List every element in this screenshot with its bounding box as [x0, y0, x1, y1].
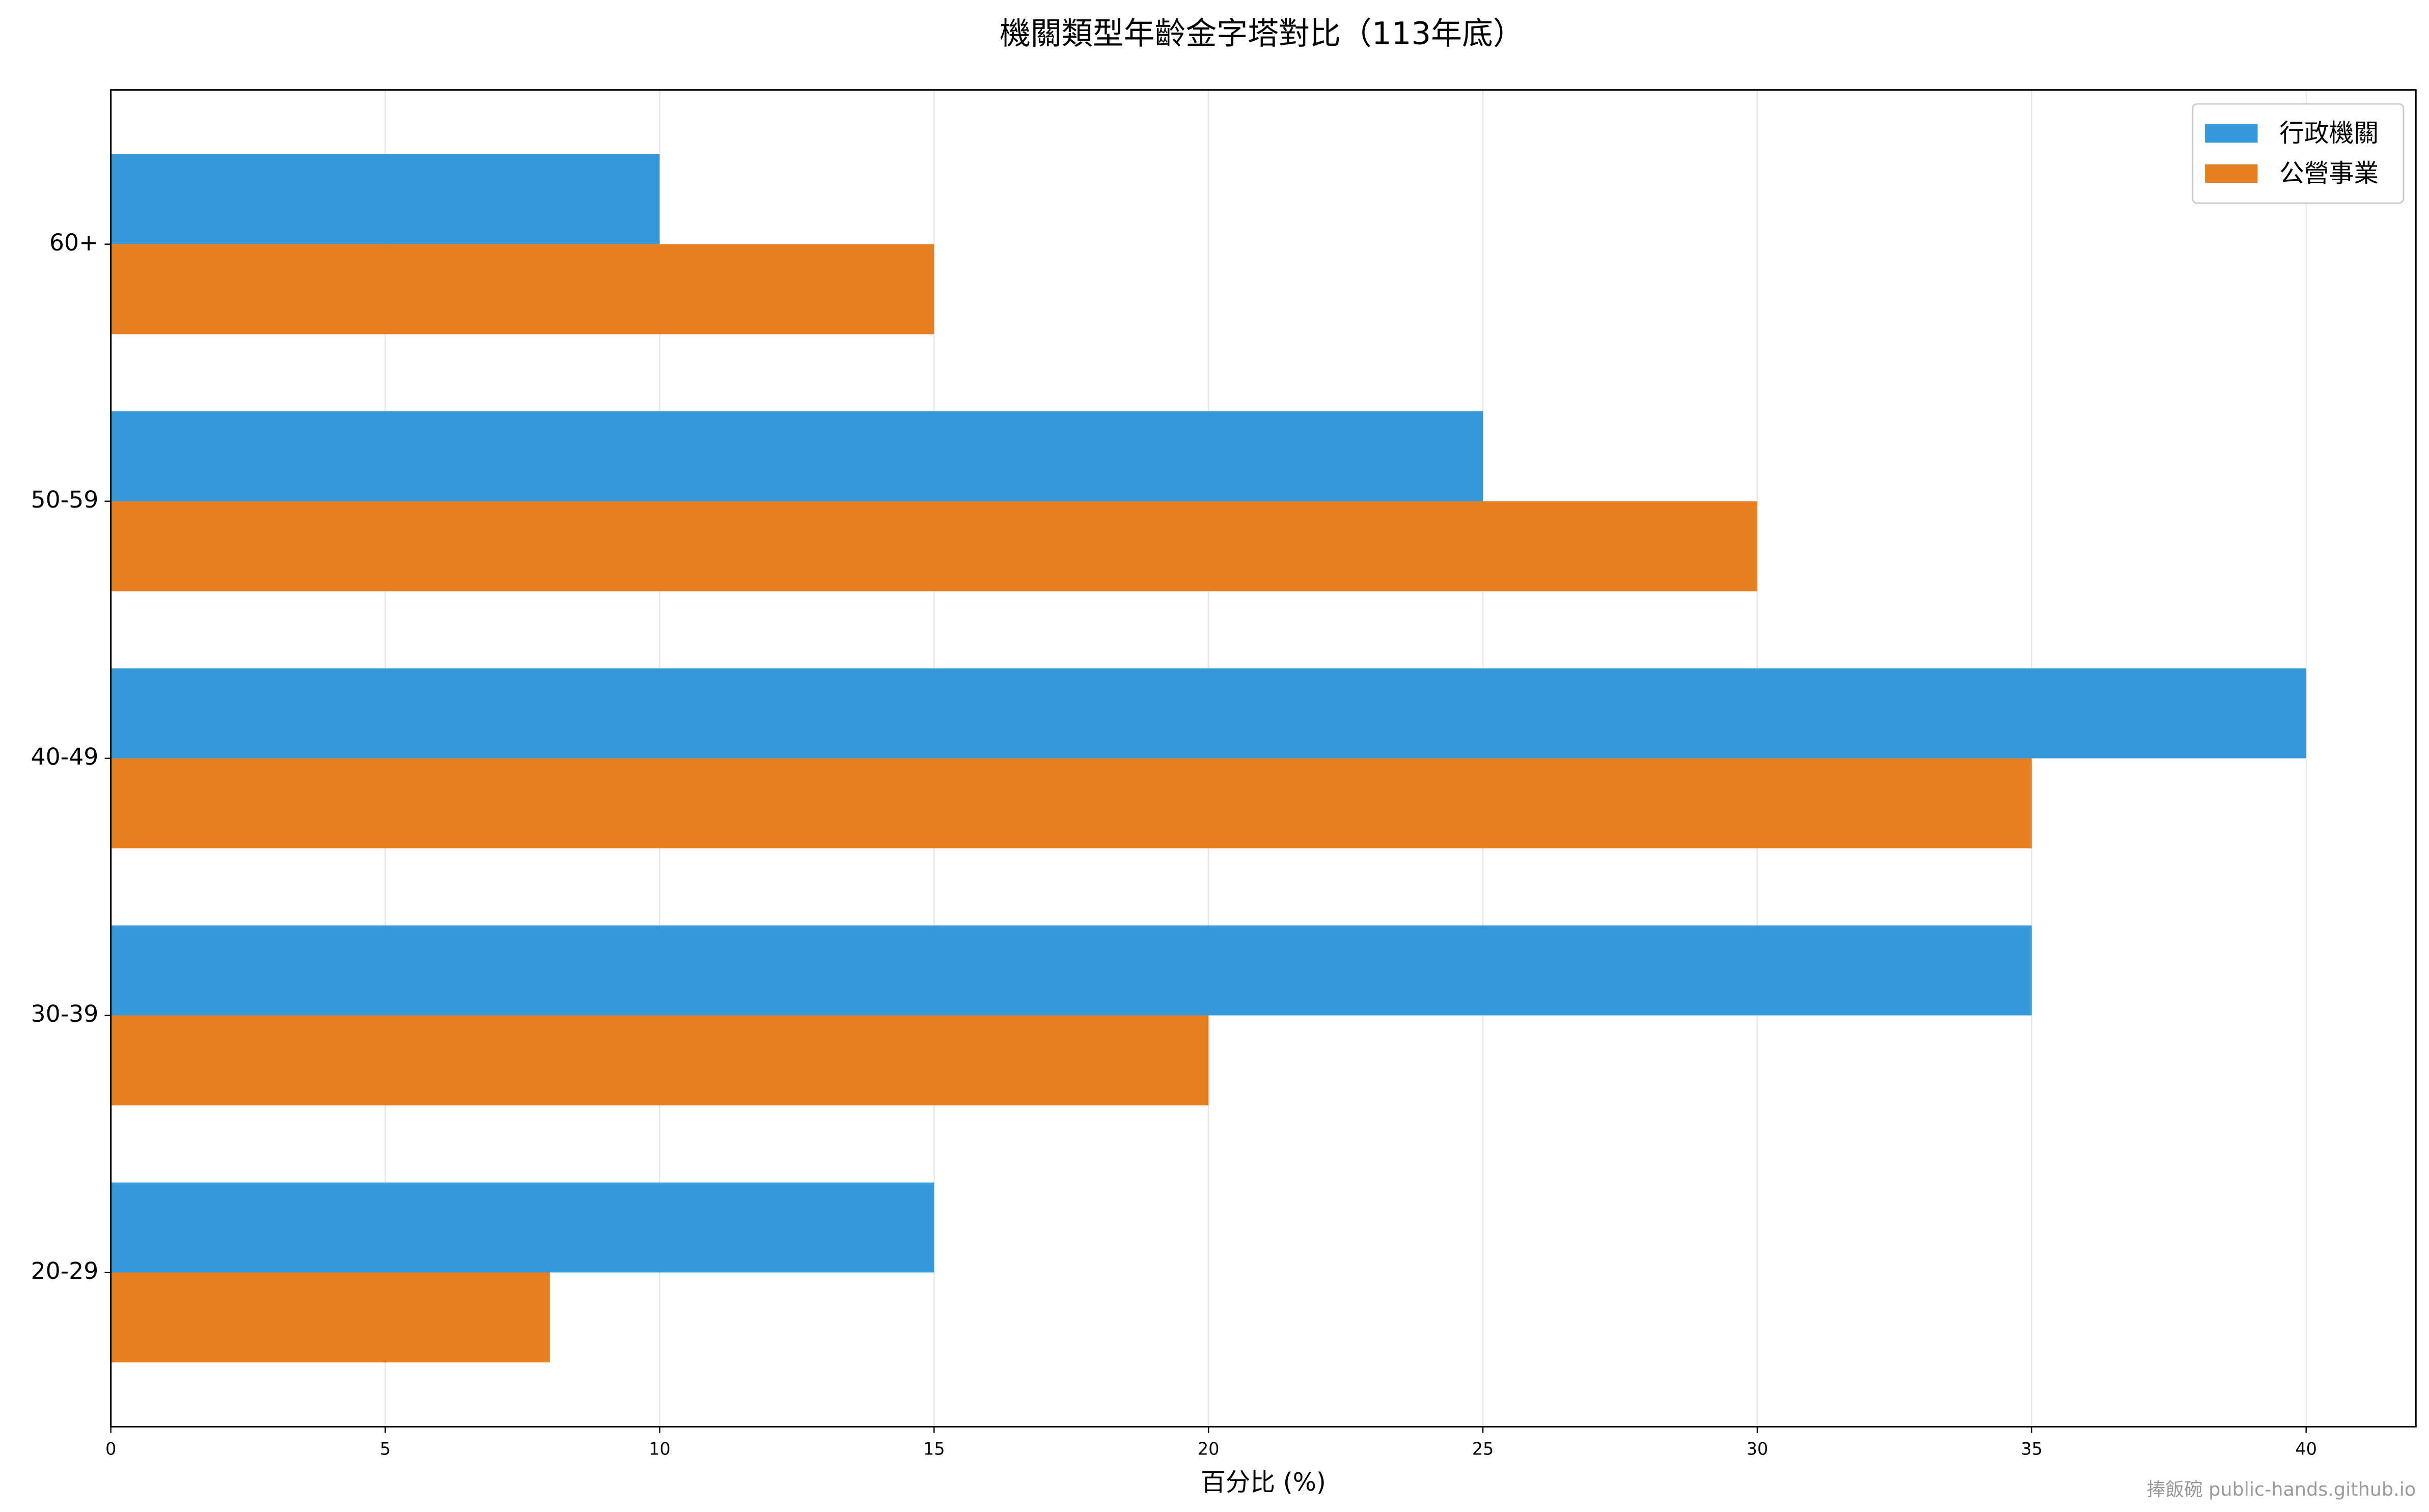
x-tick-label: 15 [923, 1439, 945, 1459]
bar [111, 758, 2032, 849]
x-tick-label: 5 [380, 1439, 391, 1459]
x-tick-label: 25 [1472, 1439, 1494, 1459]
x-tick-label: 40 [2295, 1439, 2317, 1459]
bar [111, 668, 2306, 759]
y-tick-label: 30-39 [31, 1000, 99, 1027]
bar [111, 1015, 1209, 1106]
legend-swatch [2204, 164, 2258, 183]
x-tick-label: 20 [1198, 1439, 1220, 1459]
watermark: 捧飯碗 public-hands.github.io [2147, 1478, 2416, 1500]
bar [111, 1182, 934, 1273]
y-tick-label: 40-49 [31, 743, 99, 770]
legend-label: 行政機關 [2279, 119, 2379, 148]
bar [111, 154, 660, 244]
y-tick-label: 50-59 [31, 486, 99, 513]
bar [111, 244, 934, 334]
chart-title: 機關類型年齡金字塔對比（113年底） [1000, 16, 1524, 52]
plot-frame [110, 89, 2417, 1427]
y-tick-label: 20-29 [31, 1257, 99, 1284]
x-tick-label: 0 [105, 1439, 116, 1459]
legend-swatch [2204, 124, 2258, 143]
bar [111, 501, 1757, 592]
x-tick-label: 30 [1747, 1439, 1769, 1459]
bar [111, 925, 2032, 1016]
y-tick-label: 60+ [49, 229, 98, 256]
legend-label: 公營事業 [2279, 159, 2379, 188]
bar [111, 411, 1483, 501]
bar [111, 1272, 550, 1363]
x-tick-label: 10 [649, 1439, 671, 1459]
x-tick-label: 35 [2021, 1439, 2042, 1459]
x-axis-label: 百分比 (%) [1201, 1468, 1326, 1497]
